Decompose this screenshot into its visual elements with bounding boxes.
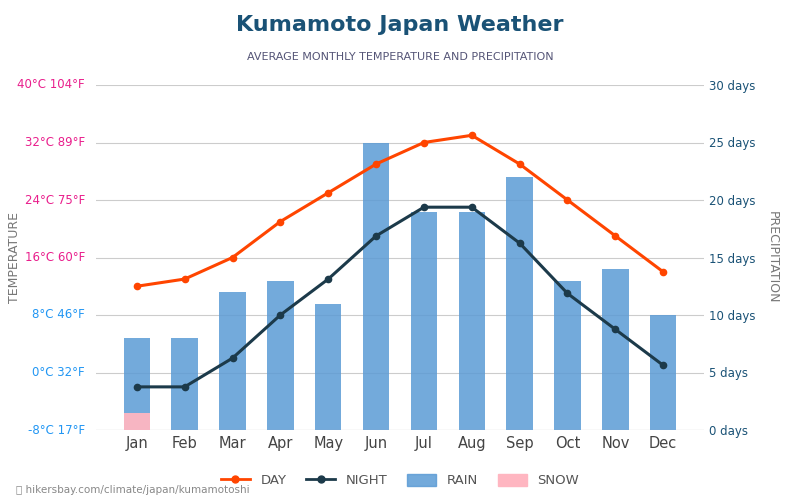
- Y-axis label: PRECIPITATION: PRECIPITATION: [766, 211, 778, 304]
- Bar: [554, 280, 581, 430]
- Bar: [267, 280, 294, 430]
- Bar: [315, 304, 342, 430]
- Bar: [363, 142, 390, 430]
- Bar: [124, 338, 150, 430]
- Text: -8°C 17°F: -8°C 17°F: [28, 424, 85, 436]
- Bar: [650, 315, 676, 430]
- Text: 24°C 75°F: 24°C 75°F: [25, 194, 85, 206]
- Bar: [171, 338, 198, 430]
- Bar: [410, 212, 437, 430]
- Text: 16°C 60°F: 16°C 60°F: [25, 251, 85, 264]
- Y-axis label: TEMPERATURE: TEMPERATURE: [8, 212, 22, 303]
- Text: AVERAGE MONTHLY TEMPERATURE AND PRECIPITATION: AVERAGE MONTHLY TEMPERATURE AND PRECIPIT…: [246, 52, 554, 62]
- Legend: DAY, NIGHT, RAIN, SNOW: DAY, NIGHT, RAIN, SNOW: [215, 468, 585, 492]
- Bar: [458, 212, 485, 430]
- Bar: [602, 269, 629, 430]
- Text: 32°C 89°F: 32°C 89°F: [25, 136, 85, 149]
- Bar: [506, 177, 533, 430]
- Text: 40°C 104°F: 40°C 104°F: [18, 78, 85, 92]
- Text: 0°C 32°F: 0°C 32°F: [32, 366, 85, 379]
- Text: 8°C 46°F: 8°C 46°F: [32, 308, 85, 322]
- Text: 📍 hikersbay.com/climate/japan/kumamotoshi: 📍 hikersbay.com/climate/japan/kumamotosh…: [16, 485, 250, 495]
- Bar: [124, 413, 150, 430]
- Text: Kumamoto Japan Weather: Kumamoto Japan Weather: [236, 15, 564, 35]
- Bar: [219, 292, 246, 430]
